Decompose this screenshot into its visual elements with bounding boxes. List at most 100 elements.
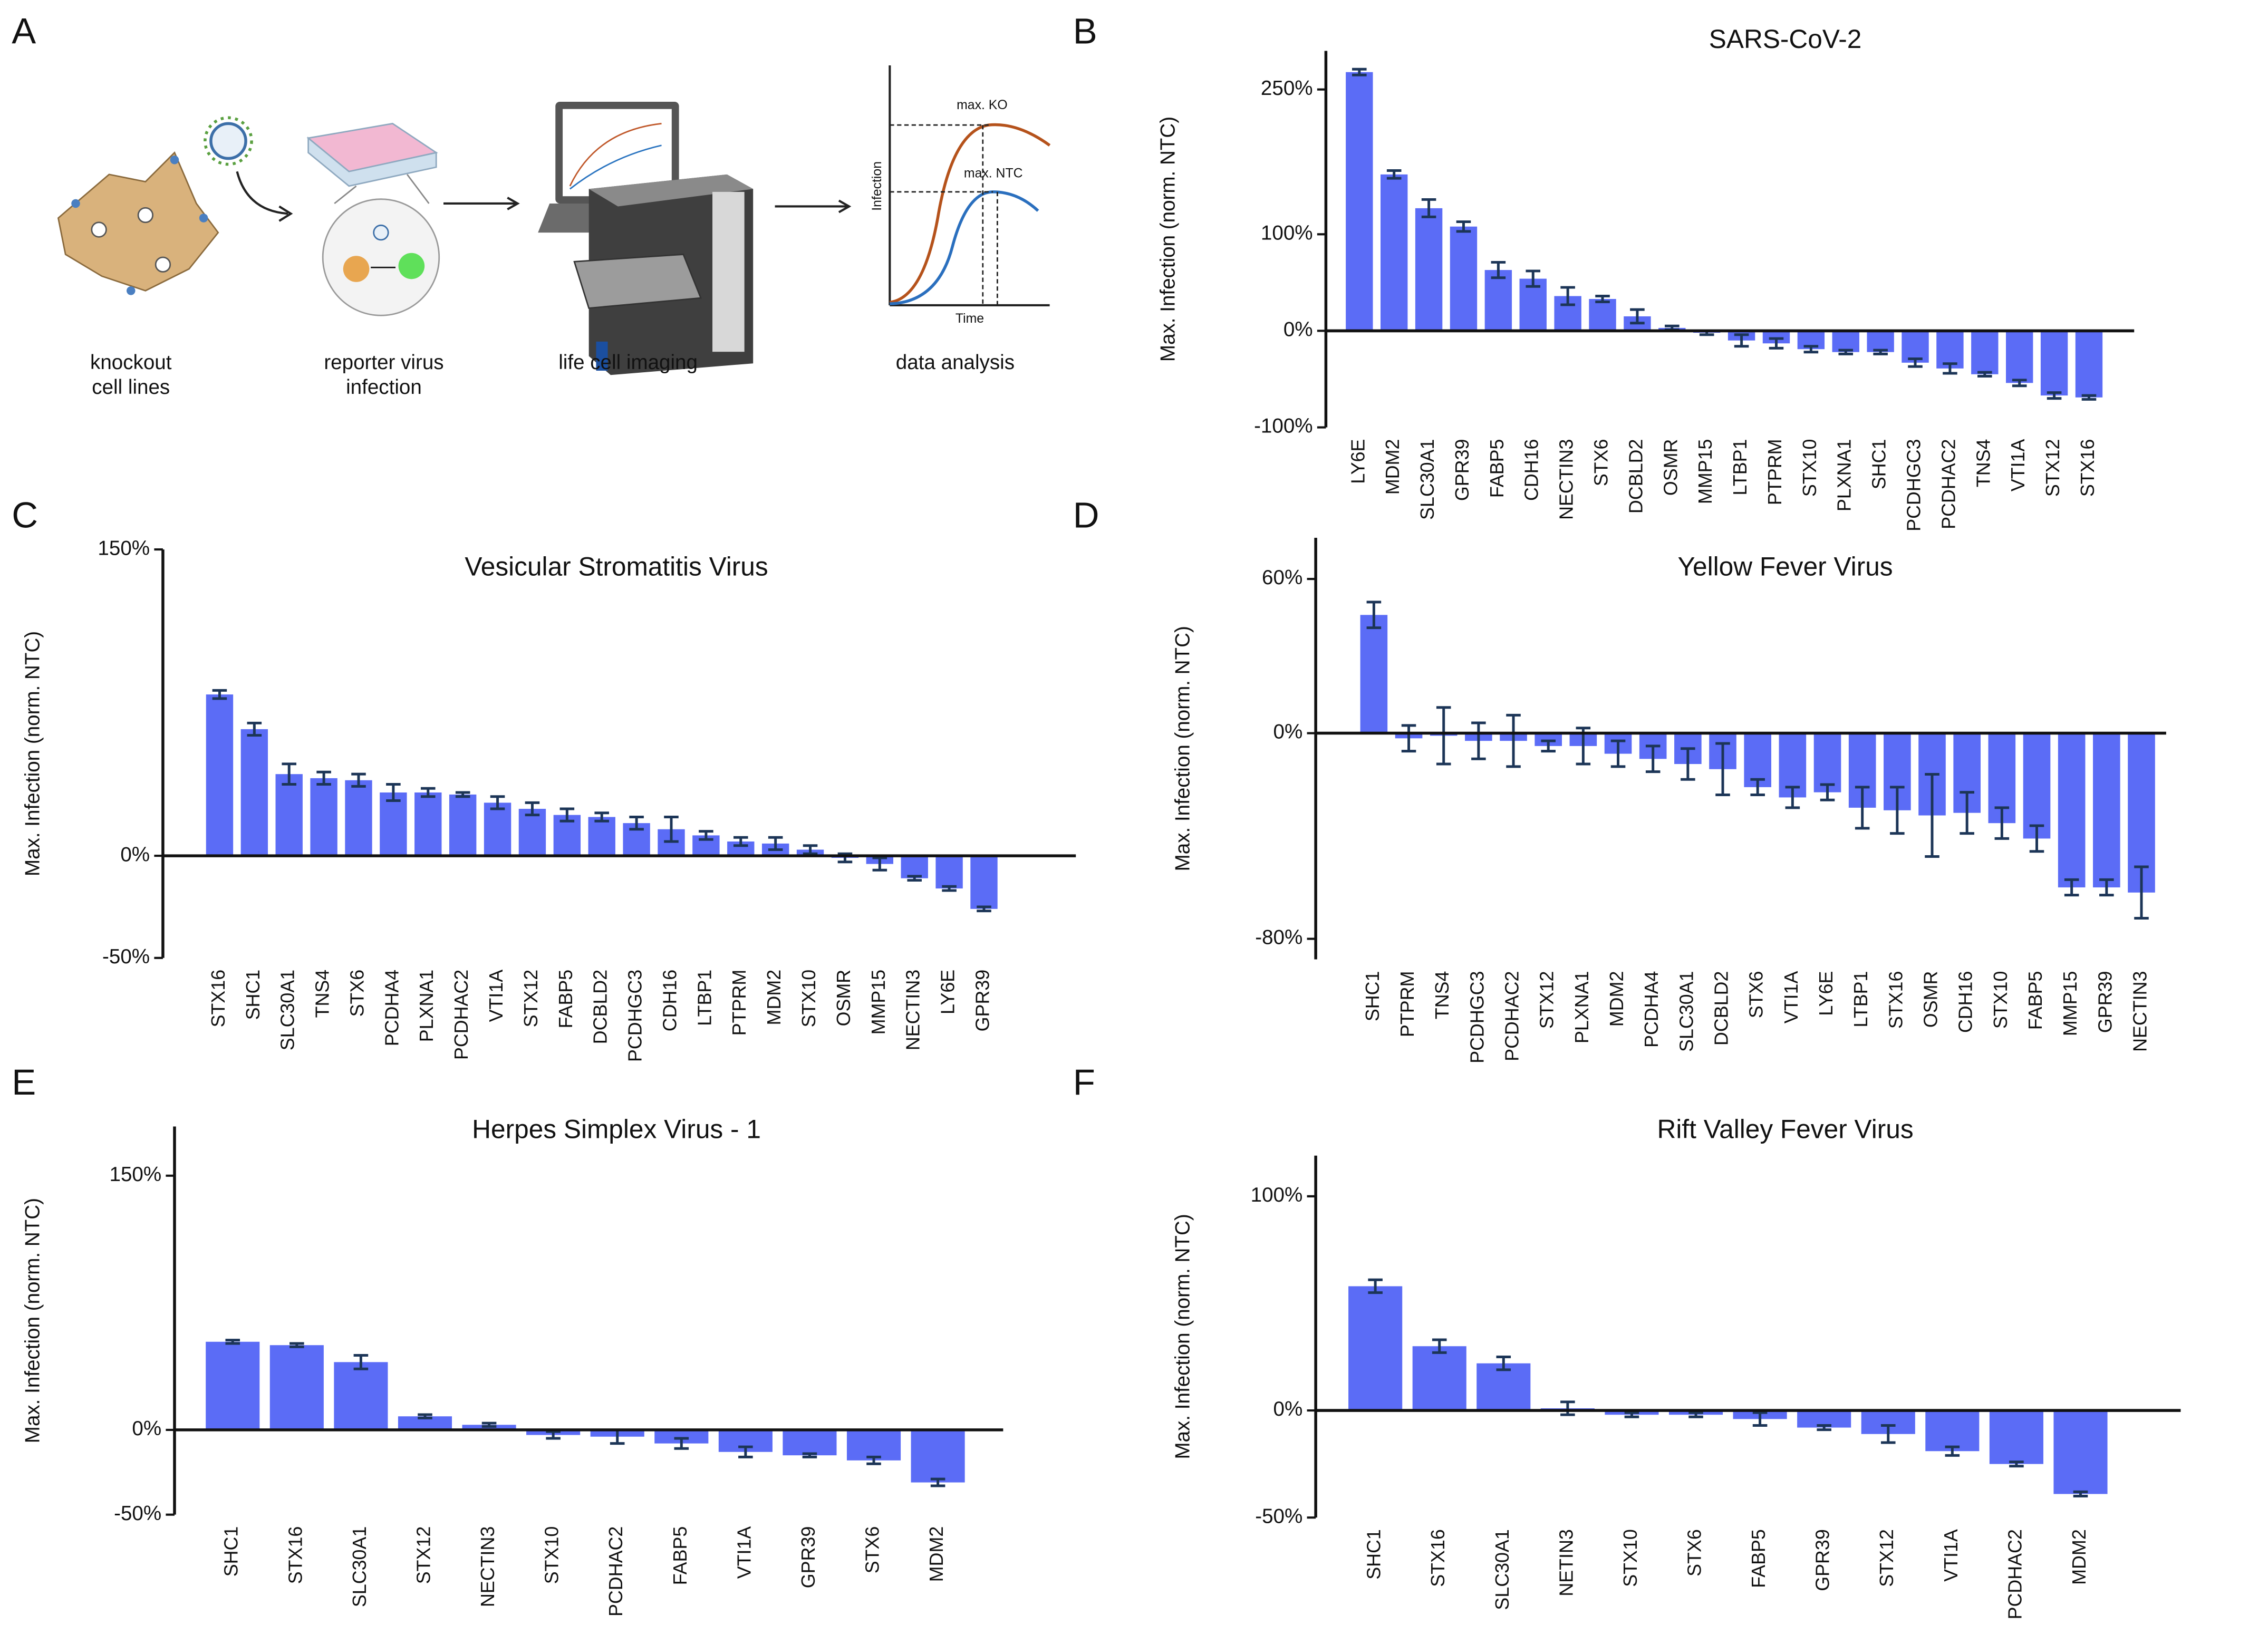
x-tick-label: FABP5 [1748, 1529, 1769, 1588]
error-bar [420, 787, 436, 798]
panel-label: D [1073, 495, 1099, 536]
error-bar [1421, 198, 1436, 218]
error-bar [629, 816, 644, 831]
bar [1813, 733, 1841, 792]
bar [1484, 270, 1512, 331]
bar [240, 729, 268, 856]
error-bar [525, 801, 540, 817]
bar [1925, 1410, 1980, 1452]
x-tick-label: SHC1 [1364, 1529, 1385, 1580]
x-tick-label: MMP15 [1695, 439, 1716, 504]
error-bar [2081, 394, 2097, 401]
error-bar [1432, 1338, 1447, 1354]
x-tick-label: TNS4 [312, 970, 333, 1018]
x-tick-label: STX12 [520, 970, 542, 1028]
error-bar [1820, 783, 1835, 801]
y-tick-label: -50% [1255, 1505, 1302, 1527]
bar [380, 792, 407, 856]
error-bar [2047, 391, 2062, 400]
error-bar [2064, 878, 2079, 897]
error-bar [738, 1445, 753, 1458]
x-tick-label: STX12 [2042, 439, 2063, 497]
y-tick-label: 0% [120, 843, 150, 866]
x-tick-label: PCDHGC3 [625, 970, 646, 1062]
y-axis-label: Max. Infection (norm. NTC) [1157, 117, 1180, 362]
y-tick-label: 0% [1273, 1398, 1303, 1420]
x-tick-label: NECTIN3 [2129, 971, 2150, 1052]
imager [538, 101, 754, 375]
bar [1589, 299, 1616, 331]
x-tick-label: SLC30A1 [1676, 971, 1697, 1052]
error-bar [1368, 1278, 1383, 1294]
bar [1902, 331, 1929, 363]
error-bar [1681, 747, 1695, 781]
x-tick-label: TNS4 [1973, 439, 1994, 488]
x-tick-label: OSMR [1920, 971, 1941, 1028]
error-bar [907, 875, 922, 882]
step-label: cell lines [92, 376, 170, 399]
y-axis-label: Max. Infection (norm. NTC) [1171, 626, 1194, 871]
bar [2053, 1410, 2108, 1494]
x-tick-label: VTI1A [1941, 1529, 1962, 1582]
y-tick-label: 0% [132, 1417, 161, 1440]
error-bar [2134, 865, 2149, 920]
error-bar [1817, 1424, 1831, 1432]
error-bar [1688, 1411, 1703, 1418]
chart-title: Vesicular Stromatitis Virus [465, 552, 768, 582]
error-bar [1873, 349, 1888, 355]
arrowhead [838, 199, 852, 214]
x-tick-label: MDM2 [2069, 1529, 2090, 1585]
error-bar [1506, 713, 1521, 768]
panel-label: B [1073, 11, 1097, 52]
x-tick-label: CDH16 [1521, 439, 1542, 501]
bar [449, 794, 477, 856]
x-tick-label: OSMR [1660, 439, 1681, 496]
bar [783, 1429, 837, 1456]
bar [2075, 331, 2103, 398]
bar [911, 1429, 965, 1483]
x-tick-label: DCBLD2 [1711, 971, 1732, 1046]
bar [1346, 72, 1373, 331]
error-bar [351, 772, 366, 788]
error-bar [2099, 878, 2114, 897]
x-tick-label: STX10 [1620, 1529, 1641, 1587]
x-tick-label: LY6E [938, 970, 959, 1014]
error-bar [768, 836, 783, 851]
error-bar [1471, 721, 1486, 760]
x-tick-label: VTI1A [734, 1526, 755, 1579]
x-tick-label: DCBLD2 [1625, 439, 1646, 514]
x-tick-label: PCDHA4 [381, 970, 402, 1046]
x-tick-label: STX16 [1885, 971, 1906, 1029]
bar [2006, 331, 2033, 383]
x-tick-label: STX6 [1591, 439, 1612, 487]
error-bar [1610, 739, 1626, 768]
step-label: reporter virus [324, 351, 443, 374]
error-bar [977, 905, 991, 913]
x-tick-label: STX6 [862, 1526, 883, 1574]
x-tick-label: PCDHGC3 [1466, 971, 1488, 1063]
plot-axis-label: Time [956, 312, 984, 326]
chart-title: SARS-CoV-2 [1709, 24, 1862, 54]
plot-annotation: max. KO [957, 98, 1007, 112]
x-tick-label: PTPRM [729, 970, 750, 1036]
x-tick-label: MDM2 [1382, 439, 1403, 495]
y-tick-label: 100% [1251, 1184, 1303, 1206]
error-bar [664, 816, 679, 843]
x-tick-label: STX10 [542, 1526, 563, 1584]
error-bar [490, 795, 505, 810]
x-tick-label: SLC30A1 [349, 1526, 370, 1607]
bar [1476, 1363, 1531, 1411]
step-label: life cell imaging [558, 351, 698, 374]
error-bar [1977, 371, 1992, 378]
error-bar [1838, 349, 1854, 355]
error-bar [1769, 337, 1784, 350]
bar [970, 856, 998, 909]
x-tick-label: MMP15 [2060, 971, 2081, 1036]
error-bar [2073, 1490, 2088, 1498]
error-bar [942, 885, 957, 892]
x-tick-label: LTBP1 [1850, 971, 1871, 1028]
error-bar [559, 807, 575, 823]
x-tick-label: SLC30A1 [277, 970, 298, 1050]
x-tick-label: FABP5 [2025, 971, 2046, 1030]
error-bar [1890, 786, 1905, 835]
